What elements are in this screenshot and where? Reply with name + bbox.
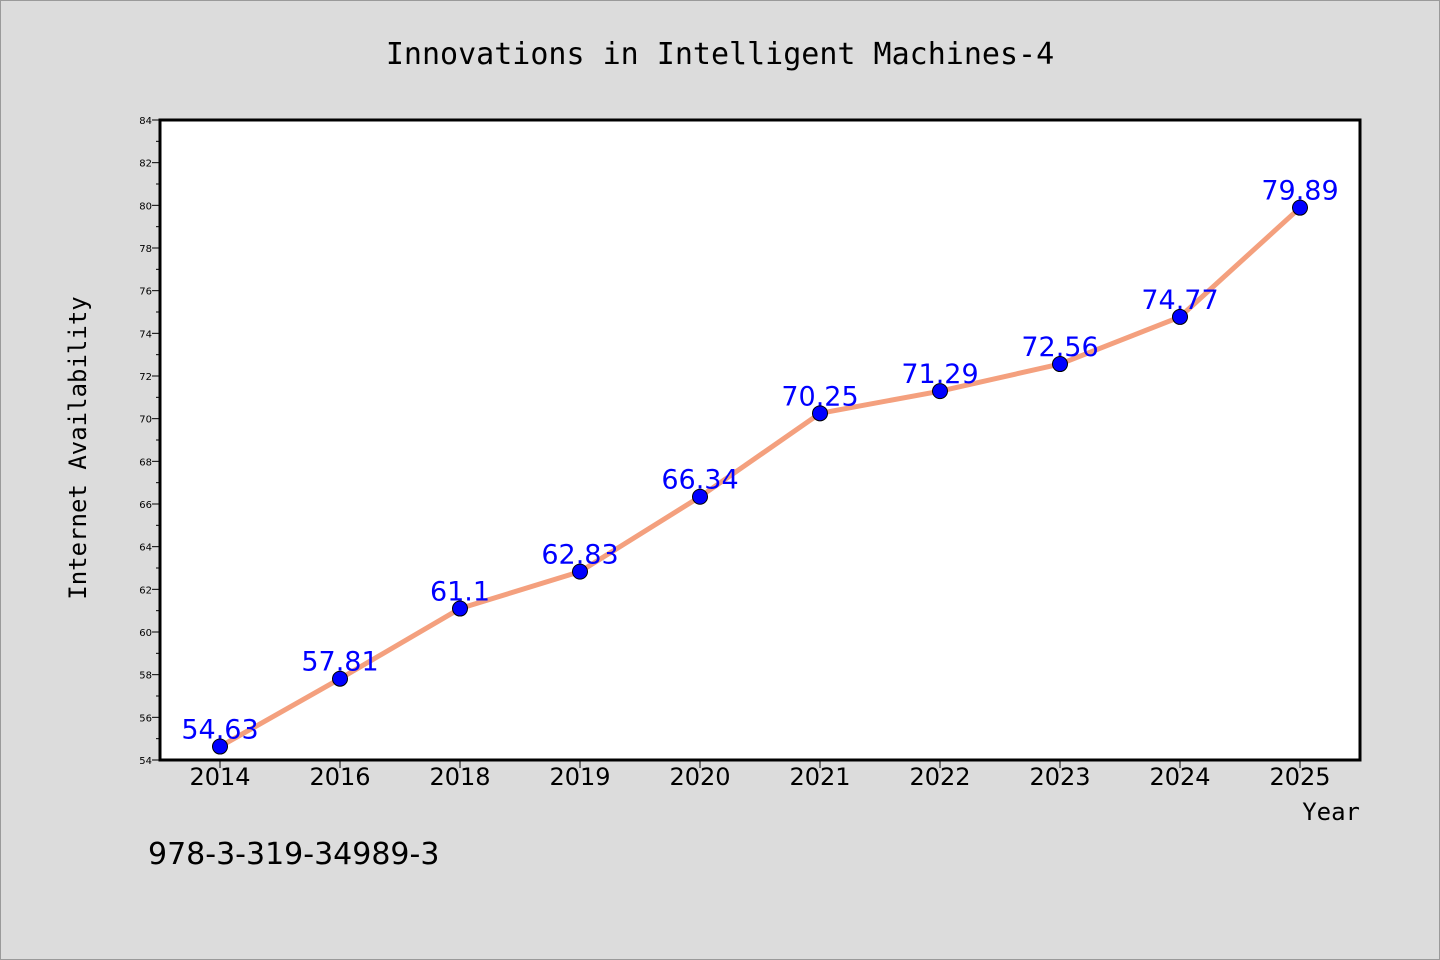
data-label: 54.63 xyxy=(181,715,258,746)
x-tick-label: 2016 xyxy=(309,763,370,791)
y-tick-label: 84 xyxy=(139,116,152,127)
y-tick-label: 78 xyxy=(139,244,152,255)
plot-border xyxy=(158,118,1362,762)
y-tick-label: 66 xyxy=(139,500,152,511)
x-tick-label: 2024 xyxy=(1149,763,1210,791)
data-point xyxy=(692,488,708,505)
x-tick-label: 2018 xyxy=(429,763,490,791)
data-label: 71.29 xyxy=(901,359,978,390)
x-axis-label: Year xyxy=(1302,798,1360,826)
data-point xyxy=(452,600,468,617)
x-axis-ticks: 2014 2016 2018 2019 2020 2021 2022 2023 2024 2025 xyxy=(189,760,1331,791)
x-tick-label: 2022 xyxy=(909,763,970,791)
data-point xyxy=(1052,356,1068,373)
series-layer: 54.63 57.81 61.1 62.83 66.34 70.25 71.29 72.56 7… xyxy=(181,176,1339,755)
y-tick-label: 54 xyxy=(139,756,152,767)
y-axis-ticks: 54 56 58 60 62 64 66 68 70 72 74 76 78 80 82 84 xyxy=(139,116,160,767)
y-tick-label: 56 xyxy=(139,713,152,724)
data-point xyxy=(1292,199,1308,216)
y-tick-label: 64 xyxy=(139,543,152,554)
y-tick-label: 82 xyxy=(139,159,152,170)
x-tick-label: 2014 xyxy=(189,763,250,791)
footer-id-text: 978-3-319-34989-3 xyxy=(148,837,439,872)
y-tick-label: 70 xyxy=(139,415,152,426)
x-tick-label: 2023 xyxy=(1029,763,1090,791)
data-label: 57.81 xyxy=(301,647,378,678)
y-tick-label: 74 xyxy=(139,329,152,340)
data-point xyxy=(572,563,588,580)
data-label: 70.25 xyxy=(781,381,858,412)
x-tick-label: 2025 xyxy=(1269,763,1330,791)
y-axis-label: Internet Availability xyxy=(64,296,92,599)
chart-title: Innovations in Intelligent Machines-4 xyxy=(386,37,1054,72)
y-tick-label: 68 xyxy=(139,457,152,468)
y-tick-label: 62 xyxy=(139,585,152,596)
x-tick-label: 2020 xyxy=(669,763,730,791)
data-label: 62.83 xyxy=(541,540,618,571)
y-tick-label: 72 xyxy=(139,372,152,383)
data-point xyxy=(1172,308,1188,325)
data-label: 72.56 xyxy=(1021,332,1098,363)
data-label: 61.1 xyxy=(430,577,490,608)
data-label: 66.34 xyxy=(661,465,738,496)
data-point xyxy=(212,738,228,755)
y-tick-label: 60 xyxy=(139,628,152,639)
data-point xyxy=(332,670,348,687)
y-tick-label: 76 xyxy=(139,287,152,298)
y-tick-label: 80 xyxy=(139,201,152,212)
series-line xyxy=(217,205,1303,750)
plot-area xyxy=(160,120,1360,760)
data-point xyxy=(932,383,948,400)
x-tick-label: 2019 xyxy=(549,763,610,791)
data-point xyxy=(812,405,828,422)
y-tick-label: 58 xyxy=(139,671,152,682)
data-label: 79.89 xyxy=(1261,176,1338,207)
x-tick-label: 2021 xyxy=(789,763,850,791)
data-label: 74.77 xyxy=(1141,285,1218,316)
